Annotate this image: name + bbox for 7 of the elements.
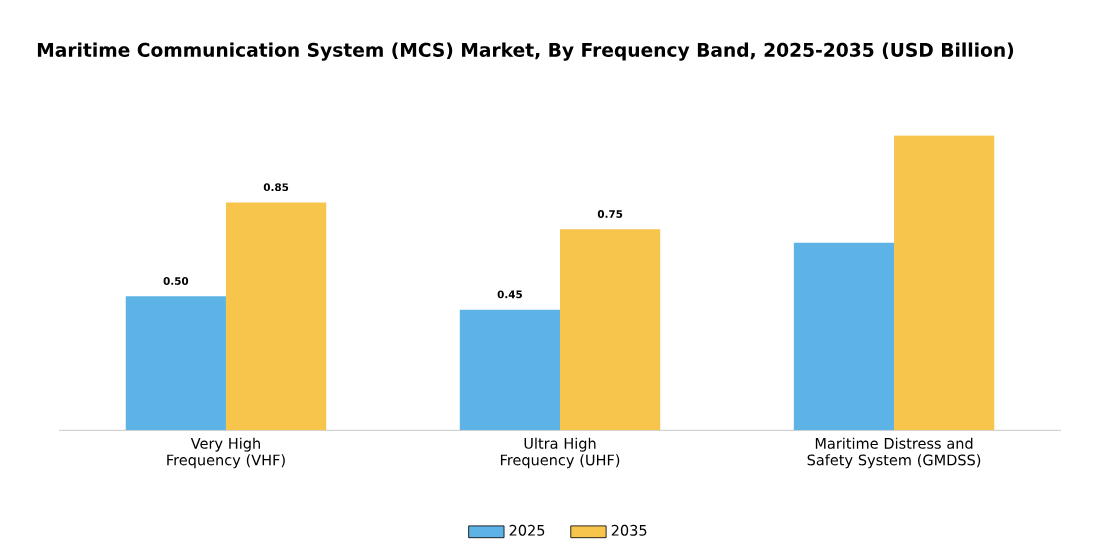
- bar: [894, 135, 995, 431]
- bar: [459, 309, 561, 431]
- bar: [225, 202, 327, 431]
- bar: [793, 242, 895, 431]
- bar: [560, 229, 661, 431]
- bar: [125, 296, 226, 431]
- chart-title: Maritime Communication System (MCS) Market, By Frequency Band, 2025-2035 (USD Billion): [37, 42, 1014, 61]
